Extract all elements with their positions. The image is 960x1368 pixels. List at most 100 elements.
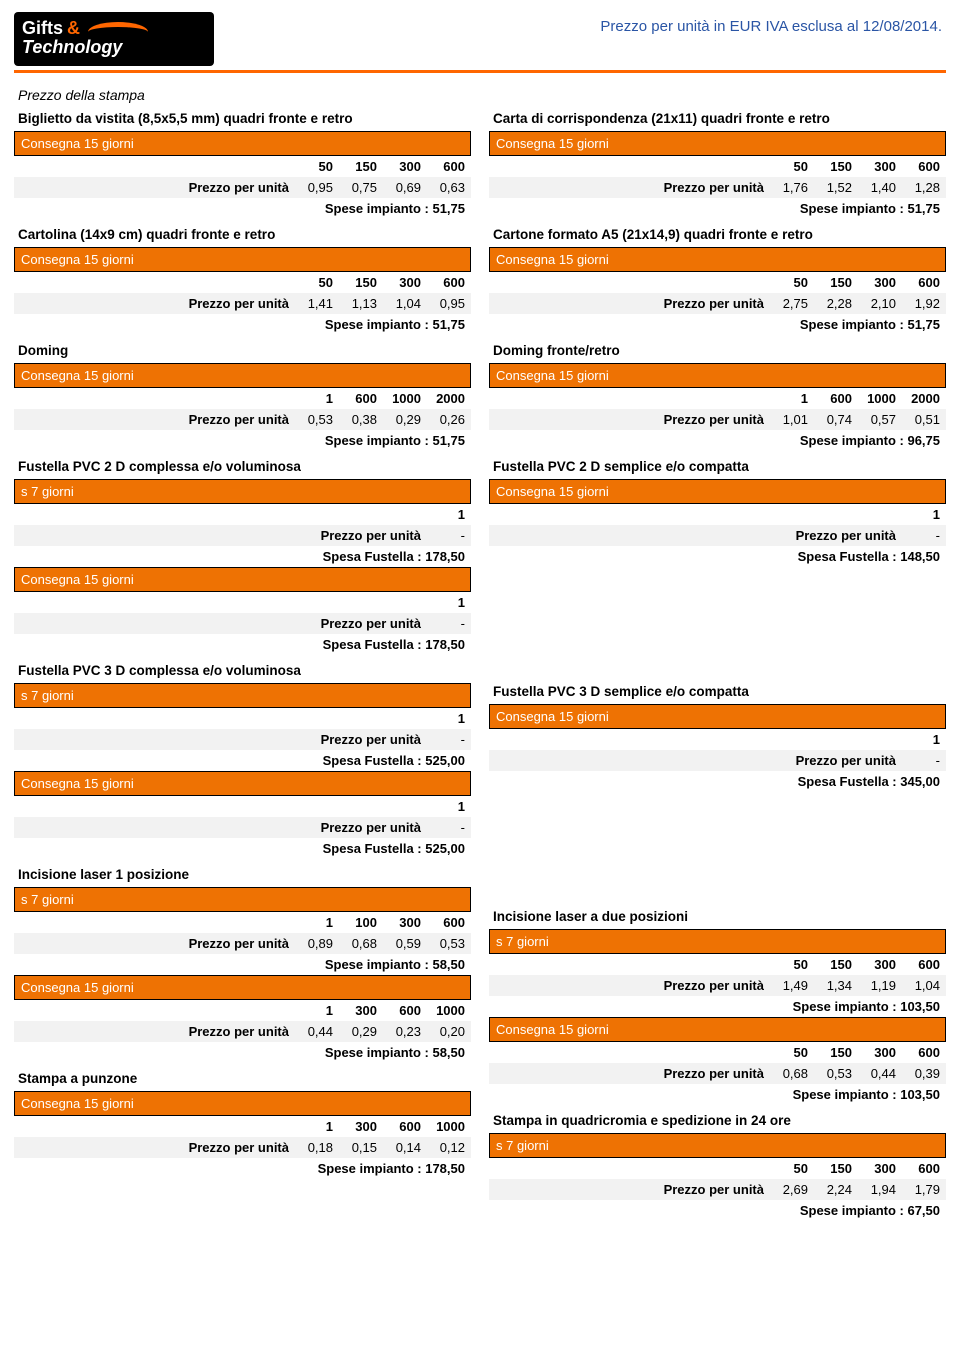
- price-block: Fustella PVC 2 D complessa e/o voluminos…: [14, 455, 471, 655]
- price-block: Doming fronte/retro Consegna 15 giorni 1…: [489, 339, 946, 451]
- footer-line: Spesa Fustella : 178,50: [14, 634, 471, 655]
- footer-line: Spesa Fustella : 345,00: [489, 771, 946, 792]
- price-table: 50150300600 Prezzo per unità1,491,341,19…: [489, 954, 946, 996]
- footer-line: Spese impianto : 103,50: [489, 996, 946, 1017]
- delivery-bar: Consegna 15 giorni: [489, 1017, 946, 1042]
- price-table: 1 Prezzo per unità-: [14, 592, 471, 634]
- delivery-bar: Consegna 15 giorni: [14, 567, 471, 592]
- price-per-unit-label: Prezzo per unità: [14, 613, 427, 634]
- price-block: Biglietto da vistita (8,5x5,5 mm) quadri…: [14, 107, 471, 219]
- price-table: 160010002000 Prezzo per unità1,010,740,5…: [489, 388, 946, 430]
- block-title: Fustella PVC 3 D complessa e/o voluminos…: [14, 659, 471, 683]
- price-table: 1 Prezzo per unità-: [489, 729, 946, 771]
- footer-line: Spesa Fustella : 525,00: [14, 838, 471, 859]
- delivery-bar: Consegna 15 giorni: [14, 131, 471, 156]
- footer-line: Spese impianto : 51,75: [14, 198, 471, 219]
- block-title: Carta di corrispondenza (21x11) quadri f…: [489, 107, 946, 131]
- price-table: 13006001000 Prezzo per unità0,440,290,23…: [14, 1000, 471, 1042]
- delivery-bar: s 7 giorni: [489, 1133, 946, 1158]
- price-per-unit-label: Prezzo per unità: [14, 729, 427, 750]
- price-block: Fustella PVC 3 D complessa e/o voluminos…: [14, 659, 471, 859]
- footer-line: Spese impianto : 51,75: [489, 198, 946, 219]
- price-table: 50150300600 Prezzo per unità2,752,282,10…: [489, 272, 946, 314]
- footer-line: Spese impianto : 96,75: [489, 430, 946, 451]
- price-block: Incisione laser a due posizioni s 7 gior…: [489, 905, 946, 1105]
- delivery-bar: Consegna 15 giorni: [14, 363, 471, 388]
- delivery-bar: Consegna 15 giorni: [14, 247, 471, 272]
- price-block: Fustella PVC 3 D semplice e/o compatta C…: [489, 680, 946, 792]
- delivery-bar: Consegna 15 giorni: [489, 363, 946, 388]
- footer-line: Spese impianto : 51,75: [14, 314, 471, 335]
- price-table: 13006001000 Prezzo per unità0,180,150,14…: [14, 1116, 471, 1158]
- right-column: Carta di corrispondenza (21x11) quadri f…: [489, 107, 946, 1225]
- price-per-unit-label: Prezzo per unità: [489, 177, 770, 198]
- delivery-bar: s 7 giorni: [14, 479, 471, 504]
- block-title: Biglietto da vistita (8,5x5,5 mm) quadri…: [14, 107, 471, 131]
- section-title: Prezzo della stampa: [0, 73, 960, 107]
- price-block: Cartolina (14x9 cm) quadri fronte e retr…: [14, 223, 471, 335]
- price-per-unit-label: Prezzo per unità: [14, 1021, 295, 1042]
- header-date-line: Prezzo per unità in EUR IVA esclusa al 1…: [600, 18, 942, 35]
- price-per-unit-label: Prezzo per unità: [14, 817, 427, 838]
- delivery-bar: Consegna 15 giorni: [489, 479, 946, 504]
- page-header: Gifts & Technology Prezzo per unità in E…: [0, 0, 960, 70]
- delivery-bar: s 7 giorni: [14, 887, 471, 912]
- delivery-bar: s 7 giorni: [489, 929, 946, 954]
- price-table: 1 Prezzo per unità-: [489, 504, 946, 546]
- delivery-bar: Consegna 15 giorni: [14, 1091, 471, 1116]
- delivery-bar: Consegna 15 giorni: [14, 771, 471, 796]
- block-title: Doming fronte/retro: [489, 339, 946, 363]
- price-table: 50150300600 Prezzo per unità1,411,131,04…: [14, 272, 471, 314]
- footer-line: Spese impianto : 51,75: [14, 430, 471, 451]
- price-table: 50150300600 Prezzo per unità1,761,521,40…: [489, 156, 946, 198]
- price-block: Stampa in quadricromia e spedizione in 2…: [489, 1109, 946, 1221]
- price-columns: Biglietto da vistita (8,5x5,5 mm) quadri…: [0, 107, 960, 1245]
- block-title: Cartolina (14x9 cm) quadri fronte e retr…: [14, 223, 471, 247]
- delivery-bar: Consegna 15 giorni: [489, 247, 946, 272]
- price-per-unit-label: Prezzo per unità: [14, 525, 427, 546]
- block-title: Stampa a punzone: [14, 1067, 471, 1091]
- price-table: 1 Prezzo per unità-: [14, 504, 471, 546]
- price-per-unit-label: Prezzo per unità: [489, 750, 902, 771]
- price-per-unit-label: Prezzo per unità: [489, 1063, 770, 1084]
- delivery-bar: s 7 giorni: [14, 683, 471, 708]
- price-per-unit-label: Prezzo per unità: [489, 975, 770, 996]
- block-title: Cartone formato A5 (21x14,9) quadri fron…: [489, 223, 946, 247]
- footer-line: Spese impianto : 178,50: [14, 1158, 471, 1179]
- block-title: Fustella PVC 2 D semplice e/o compatta: [489, 455, 946, 479]
- delivery-bar: Consegna 15 giorni: [489, 131, 946, 156]
- logo: Gifts & Technology: [14, 12, 214, 66]
- footer-line: Spese impianto : 67,50: [489, 1200, 946, 1221]
- footer-line: Spese impianto : 51,75: [489, 314, 946, 335]
- block-title: Incisione laser a due posizioni: [489, 905, 946, 929]
- footer-line: Spese impianto : 58,50: [14, 1042, 471, 1063]
- price-table: 160010002000 Prezzo per unità0,530,380,2…: [14, 388, 471, 430]
- price-block: Incisione laser 1 posizione s 7 giorni 1…: [14, 863, 471, 1063]
- price-per-unit-label: Prezzo per unità: [489, 293, 770, 314]
- footer-line: Spese impianto : 58,50: [14, 954, 471, 975]
- delivery-bar: Consegna 15 giorni: [14, 975, 471, 1000]
- swoosh-icon: [88, 22, 148, 36]
- logo-text-gifts: Gifts: [22, 18, 63, 39]
- price-per-unit-label: Prezzo per unità: [14, 177, 295, 198]
- price-table: 50150300600 Prezzo per unità2,692,241,94…: [489, 1158, 946, 1200]
- price-table: 1100300600 Prezzo per unità0,890,680,590…: [14, 912, 471, 954]
- left-column: Biglietto da vistita (8,5x5,5 mm) quadri…: [14, 107, 471, 1225]
- block-title: Fustella PVC 2 D complessa e/o voluminos…: [14, 455, 471, 479]
- footer-line: Spesa Fustella : 148,50: [489, 546, 946, 567]
- price-per-unit-label: Prezzo per unità: [14, 1137, 295, 1158]
- price-per-unit-label: Prezzo per unità: [489, 409, 770, 430]
- logo-text-technology: Technology: [22, 37, 206, 58]
- price-per-unit-label: Prezzo per unità: [14, 293, 295, 314]
- price-per-unit-label: Prezzo per unità: [489, 1179, 770, 1200]
- block-title: Stampa in quadricromia e spedizione in 2…: [489, 1109, 946, 1133]
- price-block: Doming Consegna 15 giorni 160010002000 P…: [14, 339, 471, 451]
- logo-ampersand: &: [67, 18, 80, 39]
- price-per-unit-label: Prezzo per unità: [14, 933, 295, 954]
- price-table: 50150300600 Prezzo per unità0,950,750,69…: [14, 156, 471, 198]
- block-title: Incisione laser 1 posizione: [14, 863, 471, 887]
- price-per-unit-label: Prezzo per unità: [14, 409, 295, 430]
- footer-line: Spesa Fustella : 525,00: [14, 750, 471, 771]
- price-table: 1 Prezzo per unità-: [14, 796, 471, 838]
- delivery-bar: Consegna 15 giorni: [489, 704, 946, 729]
